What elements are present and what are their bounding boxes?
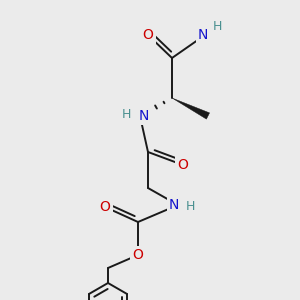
Text: O: O: [178, 158, 188, 172]
Text: O: O: [142, 28, 153, 42]
Text: H: H: [121, 107, 131, 121]
Polygon shape: [172, 98, 210, 119]
Text: N: N: [198, 28, 208, 42]
Text: H: H: [212, 20, 222, 34]
Text: O: O: [100, 200, 110, 214]
Text: H: H: [185, 200, 195, 212]
Text: N: N: [169, 198, 179, 212]
Text: N: N: [139, 109, 149, 123]
Text: O: O: [133, 248, 143, 262]
